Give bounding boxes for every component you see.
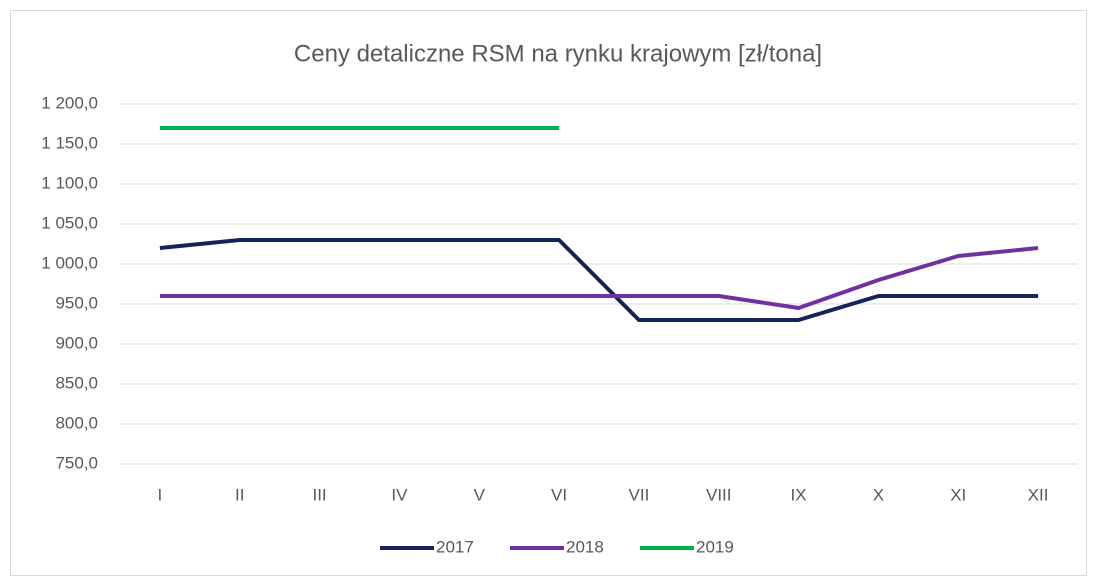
x-tick-label: VII <box>629 485 650 504</box>
x-tick-label: IX <box>791 485 807 504</box>
y-tick-label: 950,0 <box>55 293 98 312</box>
x-tick-label: III <box>312 485 326 504</box>
y-tick-label: 1 200,0 <box>41 93 98 112</box>
y-tick-label: 750,0 <box>55 453 98 472</box>
legend-label: 2019 <box>696 537 734 556</box>
x-tick-label: XI <box>950 485 966 504</box>
series-line <box>159 246 1039 310</box>
series-line <box>159 238 1039 322</box>
chart-border <box>10 10 1087 576</box>
y-tick-label: 850,0 <box>55 373 98 392</box>
x-tick-label: VI <box>551 485 567 504</box>
y-tick-label: 800,0 <box>55 413 98 432</box>
y-tick-label: 1 050,0 <box>41 213 98 232</box>
x-tick-label: XII <box>1028 485 1049 504</box>
x-tick-label: X <box>873 485 884 504</box>
legend-label: 2018 <box>566 537 604 556</box>
chart-title: Ceny detaliczne RSM na rynku krajowym [z… <box>294 40 822 67</box>
y-tick-label: 1 000,0 <box>41 253 98 272</box>
legend-label: 2017 <box>436 537 474 556</box>
y-tick-label: 1 150,0 <box>41 133 98 152</box>
y-tick-label: 1 100,0 <box>41 173 98 192</box>
x-tick-label: II <box>235 485 244 504</box>
x-tick-label: VIII <box>706 485 732 504</box>
y-tick-label: 900,0 <box>55 333 98 352</box>
x-tick-label: IV <box>391 485 408 504</box>
x-tick-label: V <box>474 485 486 504</box>
x-tick-label: I <box>158 485 163 504</box>
